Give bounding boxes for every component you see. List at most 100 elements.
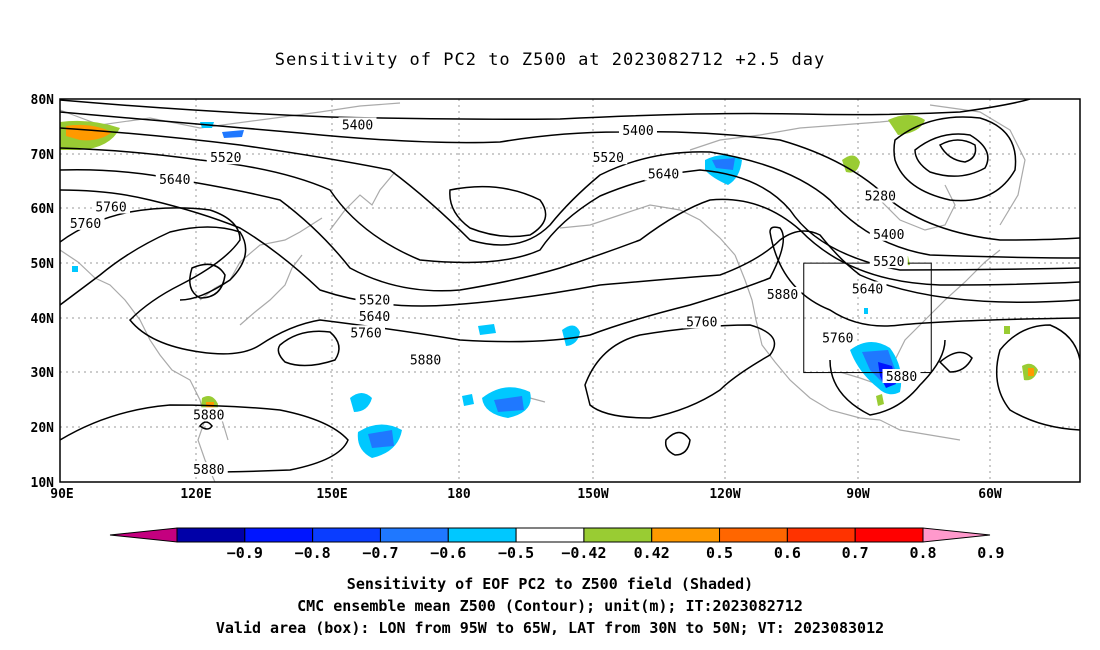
contour-label-bg (848, 281, 887, 296)
contour-label: 5400 (342, 118, 373, 133)
chart-title: Sensitivity of PC2 to Z500 at 2023082712… (274, 50, 826, 70)
lat-axis: 80N 70N 60N 50N 40N 30N 20N 10N (31, 93, 55, 491)
contour-label-bg (189, 462, 228, 477)
colorbar-max-arrow (922, 527, 991, 543)
contour-label: 5760 (70, 217, 101, 232)
valid-area-box (803, 262, 932, 374)
caption-valid-area: Valid area (box): LON from 95W to 65W, L… (215, 619, 885, 637)
contour-label: 5760 (95, 200, 126, 215)
coastline-greenland (929, 104, 1026, 226)
colorbar-tick-label: 0.9 (977, 544, 1004, 562)
caption-contour: CMC ensemble mean Z500 (Contour); unit(m… (297, 597, 803, 615)
lon-axis: 90E 120E 150E 180 150W 120W 90W 60W (50, 487, 1002, 502)
contour-label-bg (92, 199, 130, 214)
colorbar-tick-label: 0.8 (909, 544, 936, 562)
contour-label: 5400 (622, 124, 653, 139)
shade-cyan-patch (72, 266, 78, 272)
coastline-siberia (60, 102, 401, 129)
contour-label: 5640 (852, 283, 883, 298)
shade-blue-patch (494, 396, 524, 412)
colorbar-tick-label: 0.6 (774, 544, 801, 562)
coastline-east-coast (894, 249, 1001, 361)
colorbar-tick-label: 0.7 (842, 544, 869, 562)
shade-green-patch (842, 155, 860, 173)
shade-cyan-patch (562, 325, 580, 346)
colorbar-swatch (515, 527, 585, 543)
shade-green-patch (888, 115, 925, 135)
contour-label-bg (155, 172, 194, 187)
contour-label-bg (882, 369, 921, 384)
lat-tick-label: 20N (31, 421, 55, 436)
contour-label-bg (355, 292, 394, 307)
shade-cyan-patch (350, 393, 372, 412)
colorbar-tick-label: −0.6 (430, 544, 466, 562)
contour-line (60, 226, 247, 306)
lon-tick-label: 90W (846, 487, 870, 502)
contour-labels: 5400 5400 5520 5520 5640 5640 5760 5760 5280 5400… (66, 117, 921, 478)
contour-line (60, 127, 1080, 259)
lat-tick-label: 40N (31, 312, 55, 327)
colorbar-tick-label: 0.5 (706, 544, 733, 562)
contour-label: 5400 (873, 228, 904, 243)
contour-line (60, 189, 1080, 307)
contour-label-bg (66, 215, 105, 230)
contour-label-bg (355, 308, 394, 323)
coastline-asia (60, 249, 216, 482)
contour-label: 5760 (350, 326, 381, 341)
sensitivity-map: 5400 5400 5520 5520 5640 5640 5760 5760 5280 5400… (31, 93, 1081, 562)
contour-label: 5520 (359, 293, 390, 308)
coastline-korea-china (199, 217, 323, 301)
coastline-canada-arctic (689, 117, 921, 151)
coastline-caribbean (879, 419, 961, 441)
contour-label-bg (189, 407, 228, 422)
colorbar-swatch (583, 527, 653, 543)
contour-line (995, 324, 1080, 431)
contour-label: 5880 (886, 370, 917, 385)
lat-tick-label: 80N (31, 93, 55, 108)
contour-line (60, 99, 1031, 120)
contour-line (60, 111, 1080, 241)
colorbar-swatch (312, 527, 381, 543)
contour-label: 5280 (865, 189, 896, 204)
contour-label-bg (861, 188, 900, 203)
contour-line (189, 263, 226, 299)
shade-blue-patch (712, 158, 735, 170)
colorbar-swatch (854, 527, 924, 543)
shade-blue-patch (222, 130, 244, 138)
contour-label: 5520 (593, 151, 624, 166)
colorbar-swatch (244, 527, 314, 543)
z500-contours (60, 99, 1080, 473)
contour-line (60, 168, 1080, 292)
colorbar-swatch (447, 527, 517, 543)
lon-tick-label: 180 (447, 487, 471, 502)
contour-label-bg (206, 150, 245, 165)
contour-label: 5880 (193, 408, 224, 423)
contour-label-bg (406, 352, 445, 367)
lon-tick-label: 90E (50, 487, 73, 502)
lat-tick-label: 60N (31, 202, 55, 217)
contour-label-bg (869, 226, 908, 241)
contour-label: 5640 (159, 173, 190, 188)
contour-label: 5880 (193, 463, 224, 478)
contour-line (829, 339, 946, 416)
colorbar-swatch (719, 527, 788, 543)
contour-line (277, 330, 340, 367)
lat-tick-label: 70N (31, 148, 55, 163)
contour-line (664, 431, 691, 456)
contour-label: 5760 (686, 315, 717, 330)
lon-tick-label: 150W (577, 487, 608, 502)
shade-green-patch (1004, 326, 1010, 334)
coastline-north-america-west (734, 254, 881, 421)
caption-shading: Sensitivity of EOF PC2 to Z500 field (Sh… (346, 575, 754, 593)
contour-label: 5520 (873, 255, 904, 270)
contour-line (914, 133, 989, 177)
lon-tick-label: 60W (978, 487, 1002, 502)
colorbar-tick-label: −0.42 (561, 544, 606, 562)
colorbar-min-arrow (109, 527, 178, 543)
colorbar: −0.9 −0.8 −0.7 −0.6 −0.5 −0.42 0.42 0.5 0.6 0.7 0.… (109, 527, 1004, 562)
contour-line (60, 207, 1080, 355)
shade-cyan-patch (478, 324, 496, 335)
colorbar-swatch (379, 527, 449, 543)
shade-green-patch (876, 394, 884, 406)
contour-label-bg (644, 166, 683, 181)
